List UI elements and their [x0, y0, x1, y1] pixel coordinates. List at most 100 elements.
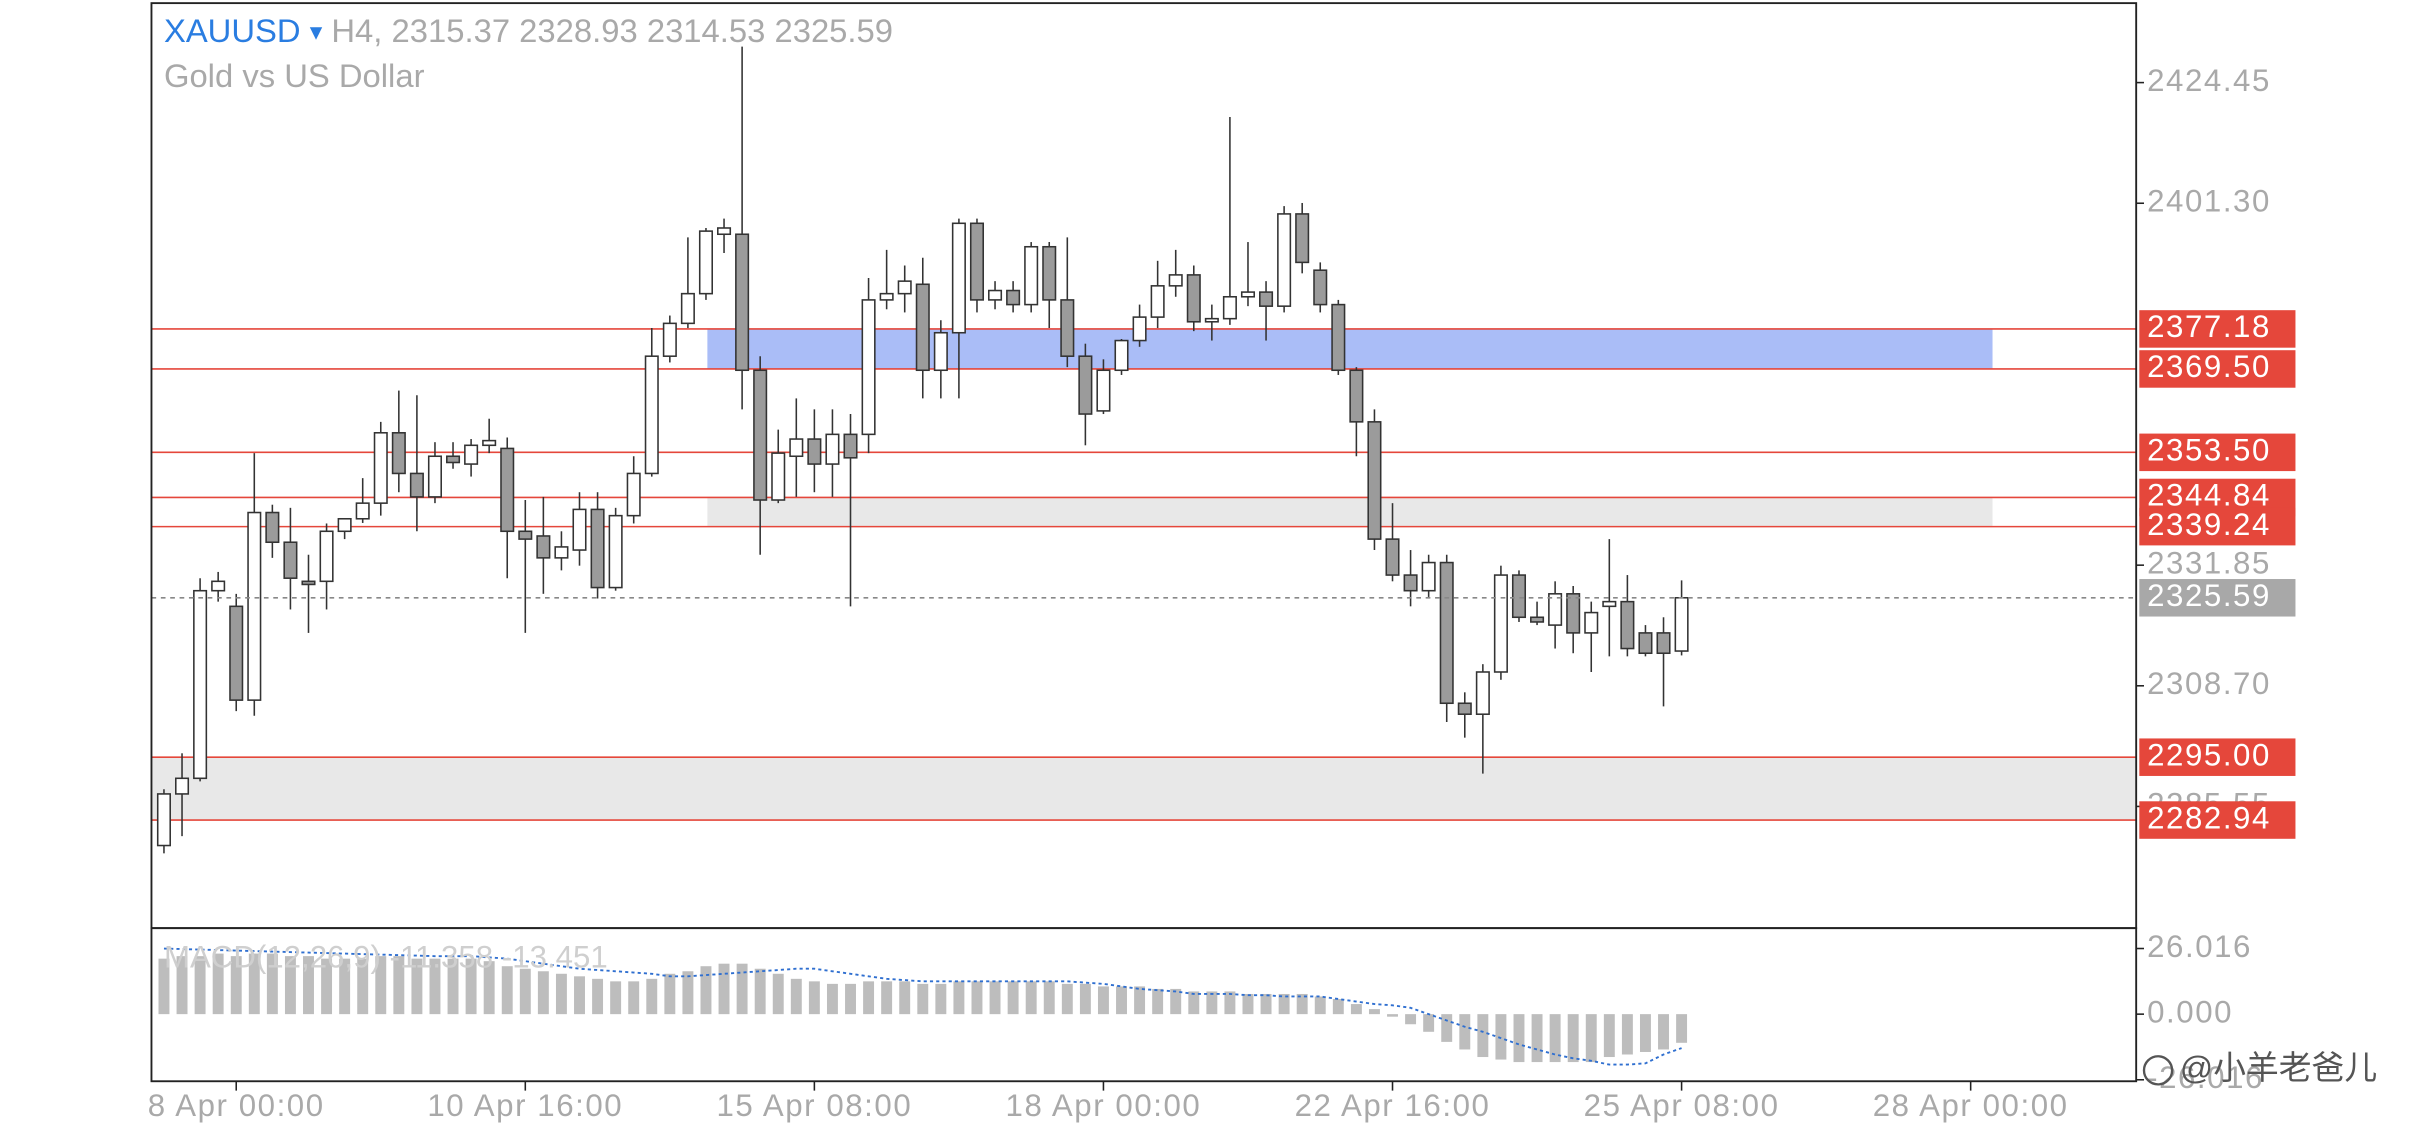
macd-bar: [1405, 1014, 1417, 1025]
level-label: 2282.94: [2147, 800, 2271, 835]
macd-bar: [1513, 1014, 1525, 1063]
candle-body: [1042, 245, 1057, 301]
level-label: 2377.18: [2147, 309, 2271, 344]
candle-body: [518, 530, 533, 540]
candle-body: [879, 292, 894, 301]
macd-bar: [1242, 993, 1254, 1015]
candle-body: [951, 222, 966, 334]
macd-bar: [808, 981, 820, 1015]
macd-bar: [1368, 1009, 1380, 1015]
macd-bar: [736, 963, 748, 1015]
macd-bar: [1603, 1014, 1615, 1058]
current-price-label: 2325.59: [2147, 578, 2271, 613]
candle-body: [247, 511, 262, 701]
macd-bar: [212, 953, 224, 1015]
candle-body: [1584, 611, 1599, 634]
y-tick-label: 2331.85: [2147, 545, 2271, 580]
zone: [707, 497, 1993, 527]
macd-bar: [194, 956, 206, 1015]
candle-body: [1078, 355, 1093, 415]
macd-bar: [1134, 986, 1146, 1015]
candle-body: [1548, 593, 1563, 626]
macd-bar: [881, 981, 893, 1015]
x-tick-label: 25 Apr 08:00: [1584, 1088, 1780, 1123]
macd-bar: [628, 981, 640, 1015]
macd-bar: [592, 978, 604, 1015]
macd-bar: [863, 981, 875, 1015]
macd-bar: [429, 958, 441, 1015]
candle-body: [283, 541, 298, 579]
candle-body: [861, 299, 876, 436]
candle-body: [536, 535, 551, 559]
macd-bar: [1567, 1014, 1579, 1063]
x-tick-label: 15 Apr 08:00: [716, 1088, 912, 1123]
macd-bar: [1495, 1014, 1507, 1060]
candle-body: [1511, 574, 1527, 619]
macd-bar: [1296, 993, 1308, 1015]
macd-bar: [1260, 993, 1272, 1015]
macd-bar: [519, 968, 531, 1015]
candle-body: [1475, 671, 1490, 715]
candle-body: [753, 369, 768, 501]
macd-main: -11.358: [390, 940, 494, 975]
candle-body: [1204, 317, 1219, 323]
candle-body: [915, 283, 930, 372]
macd-bar: [1549, 1014, 1561, 1063]
macd-bar: [1097, 986, 1109, 1015]
watermark-group: @小羊老爸儿: [2142, 1049, 2377, 1086]
macd-bar: [1658, 1014, 1669, 1050]
candle-body: [717, 227, 732, 236]
candle-body: [608, 514, 623, 589]
macd-bar: [230, 956, 242, 1015]
y-tick-label: 2308.70: [2147, 666, 2271, 701]
candle-body: [1638, 632, 1653, 655]
macd-title: MACD(12,26,9): [164, 940, 381, 975]
y-tick-label: 26.016: [2147, 929, 2252, 964]
x-tick-label: 10 Apr 16:00: [427, 1088, 623, 1123]
current-price-box: [2139, 579, 2296, 617]
macd-bar: [1314, 996, 1326, 1015]
watermark-icon: [2142, 1055, 2174, 1086]
candle-body: [1421, 561, 1436, 592]
macd-bar: [303, 956, 314, 1015]
level-label: 2344.84: [2147, 478, 2271, 513]
candle-body: [1006, 289, 1021, 306]
y-tick-label: 0.000: [2147, 994, 2233, 1029]
macd-bar: [357, 958, 369, 1015]
macd-bar: [1423, 1014, 1435, 1032]
candle-body: [572, 508, 587, 551]
macd-bar: [700, 966, 712, 1015]
macd-bar: [772, 973, 784, 1015]
macd-bar: [537, 971, 549, 1015]
macd-bar: [1459, 1014, 1471, 1050]
macd-bar: [574, 976, 585, 1015]
macd-bar: [1043, 981, 1055, 1015]
macd-bar: [917, 983, 929, 1015]
candle-body: [446, 455, 461, 464]
candle-body: [1403, 574, 1418, 592]
macd-bar: [1477, 1014, 1489, 1058]
level-label-box: [2139, 738, 2296, 776]
candle-body: [1313, 269, 1328, 306]
candle-body: [554, 546, 569, 559]
macd-bar: [826, 983, 838, 1015]
candle-body: [1457, 702, 1472, 715]
candle-body: [771, 452, 786, 501]
candle-body: [1566, 593, 1581, 634]
candle-body: [1385, 538, 1400, 576]
candle-body: [265, 511, 280, 544]
zone: [707, 328, 1993, 369]
candle-body: [193, 589, 208, 780]
candle-body: [1602, 600, 1617, 608]
candle-body: [1530, 616, 1545, 623]
candle-body: [969, 222, 985, 301]
macd-bar: [1585, 1014, 1597, 1063]
y-tick-label: 2424.45: [2147, 63, 2271, 98]
macd-bar: [1025, 981, 1037, 1015]
macd-bar: [1152, 988, 1164, 1015]
candle-body: [1096, 369, 1111, 412]
candle-body: [373, 432, 388, 504]
candle-body: [1024, 245, 1039, 306]
symbol-arrow[interactable]: ▾: [310, 17, 323, 45]
